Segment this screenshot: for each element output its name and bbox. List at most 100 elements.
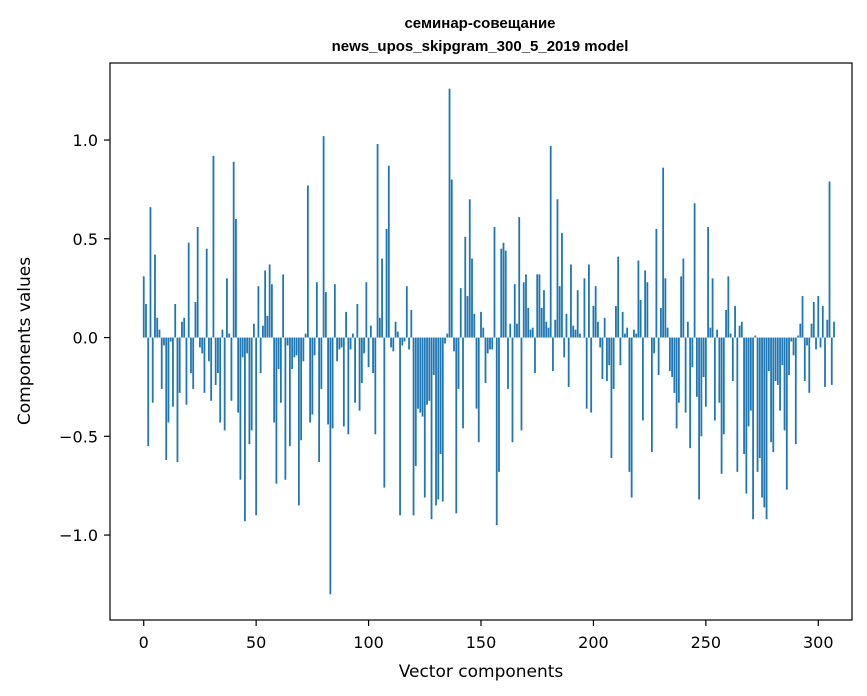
bar-182: [552, 337, 554, 372]
bar-296: [808, 337, 811, 393]
bar-290: [794, 337, 797, 445]
bar-231: [662, 167, 665, 338]
bar-271: [752, 337, 754, 520]
bar-63: [284, 337, 287, 480]
bar-151: [482, 327, 485, 338]
bar-61: [279, 337, 282, 403]
bar-129: [432, 337, 435, 376]
bar-278: [767, 337, 770, 372]
bar-146: [471, 258, 473, 338]
bar-262: [731, 337, 734, 381]
bar-75: [311, 337, 314, 415]
bar-245: [693, 203, 696, 338]
bar-154: [489, 337, 491, 350]
y-tick-label-4: 1.0: [73, 131, 98, 150]
bar-197: [585, 337, 588, 409]
bar-150: [480, 311, 482, 338]
bar-297: [810, 323, 813, 338]
bar-269: [747, 337, 750, 427]
bar-260: [727, 276, 730, 338]
bar-279: [770, 337, 772, 443]
bar-236: [673, 337, 676, 393]
bar-171: [527, 307, 530, 338]
x-axis: 0 50 100 150 200 250 300: [139, 620, 834, 652]
bar-254: [713, 337, 716, 421]
bar-57: [270, 284, 273, 338]
bar-232: [664, 278, 667, 338]
bar-131: [437, 337, 440, 500]
bar-179: [545, 321, 548, 338]
bar-288: [790, 337, 793, 342]
x-tick-label-2: 100: [353, 633, 384, 652]
bar-109: [387, 165, 390, 338]
bar-26: [201, 337, 204, 354]
bar-170: [525, 274, 527, 338]
bar-303: [824, 337, 826, 387]
bar-222: [641, 337, 644, 421]
bar-239: [680, 276, 683, 338]
bar-38: [228, 333, 231, 338]
bar-148: [475, 337, 478, 409]
bar-217: [630, 337, 633, 498]
bar-166: [516, 323, 518, 338]
bar-1: [145, 303, 147, 338]
bar-60: [277, 337, 280, 370]
bar-18: [183, 317, 186, 338]
bar-184: [556, 199, 559, 338]
bar-216: [628, 337, 631, 472]
bar-167: [518, 217, 521, 338]
bar-253: [711, 278, 714, 338]
bar-98: [363, 337, 365, 354]
bar-199: [590, 337, 593, 413]
bar-208: [610, 337, 613, 459]
chart-title: семинар-совещание: [404, 15, 555, 32]
bar-140: [457, 337, 460, 389]
bar-250: [704, 337, 707, 407]
bar-33: [217, 337, 219, 374]
bar-139: [455, 337, 458, 514]
bar-287: [788, 337, 790, 376]
bar-306: [830, 337, 833, 385]
bar-78: [318, 337, 321, 462]
bar-108: [385, 228, 388, 338]
bar-180: [547, 327, 550, 338]
bar-30: [210, 337, 213, 401]
bar-134: [444, 337, 446, 344]
bar-92: [349, 337, 352, 350]
bar-291: [797, 335, 799, 338]
bar-17: [181, 321, 183, 338]
x-tick-label-5: 250: [691, 633, 722, 652]
bar-0: [142, 276, 145, 338]
bar-15: [176, 337, 179, 462]
bar-185: [558, 286, 561, 338]
bar-219: [635, 333, 638, 338]
bar-255: [716, 329, 718, 338]
bar-282: [776, 337, 779, 385]
bar-247: [698, 337, 700, 500]
bar-125: [423, 337, 426, 498]
bar-241: [684, 337, 687, 413]
bar-24: [196, 226, 199, 338]
bar-302: [821, 305, 824, 338]
bar-188: [565, 313, 568, 338]
bar-227: [653, 337, 656, 354]
bar-84: [331, 337, 334, 429]
bar-181: [549, 145, 552, 338]
bar-16: [178, 337, 181, 393]
bar-248: [700, 337, 703, 437]
bar-160: [502, 242, 505, 338]
bar-252: [709, 327, 712, 338]
bar-294: [803, 337, 806, 381]
bar-284: [781, 337, 784, 366]
bar-2: [147, 337, 150, 447]
bar-94: [354, 337, 356, 403]
bar-249: [702, 337, 705, 378]
bar-29: [208, 337, 210, 362]
bar-74: [309, 337, 312, 423]
bar-106: [381, 258, 383, 338]
bar-152: [484, 337, 487, 383]
x-tick-label-0: 0: [139, 633, 149, 652]
bar-307: [833, 321, 835, 338]
bar-82: [327, 337, 329, 425]
bar-280: [772, 337, 775, 453]
